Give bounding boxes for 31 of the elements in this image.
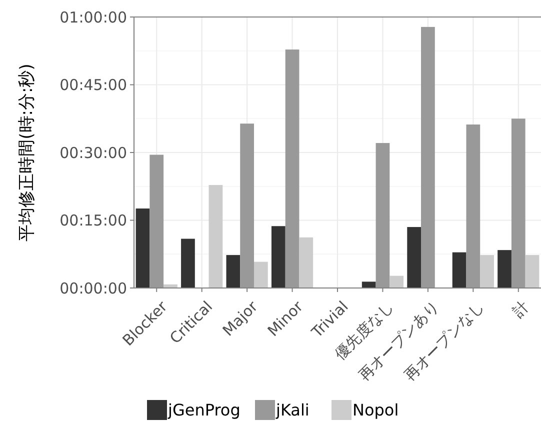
bar xyxy=(390,276,404,288)
bar xyxy=(271,226,286,288)
bar xyxy=(254,262,268,288)
y-tick-label: 00:45:00 xyxy=(60,76,127,94)
legend-label: jKali xyxy=(275,400,310,420)
y-tick-label: 00:30:00 xyxy=(60,144,127,162)
y-tick-label: 00:00:00 xyxy=(60,279,127,298)
bar xyxy=(421,26,435,288)
bar xyxy=(299,237,314,288)
bar xyxy=(240,124,254,288)
x-tick-label: 計 xyxy=(509,298,533,321)
bar xyxy=(285,50,300,288)
bar xyxy=(480,255,494,288)
y-tick-label: 00:15:00 xyxy=(60,212,127,230)
y-tick-label: 01:00:00 xyxy=(60,8,127,26)
bar xyxy=(181,238,195,288)
bar xyxy=(136,208,150,288)
bar xyxy=(466,124,480,288)
bar xyxy=(498,250,512,288)
bar xyxy=(452,252,466,288)
legend-label: Nopol xyxy=(352,400,399,420)
bar xyxy=(407,227,422,288)
y-axis-title: 平均修正時間(時:分:秒) xyxy=(17,64,37,242)
bar xyxy=(511,118,526,288)
bar xyxy=(376,143,390,288)
legend-label: jGenProg xyxy=(167,400,240,420)
bar xyxy=(208,185,223,288)
bar xyxy=(226,255,240,288)
bar xyxy=(150,154,164,288)
bar xyxy=(362,282,376,288)
bar xyxy=(525,255,540,288)
